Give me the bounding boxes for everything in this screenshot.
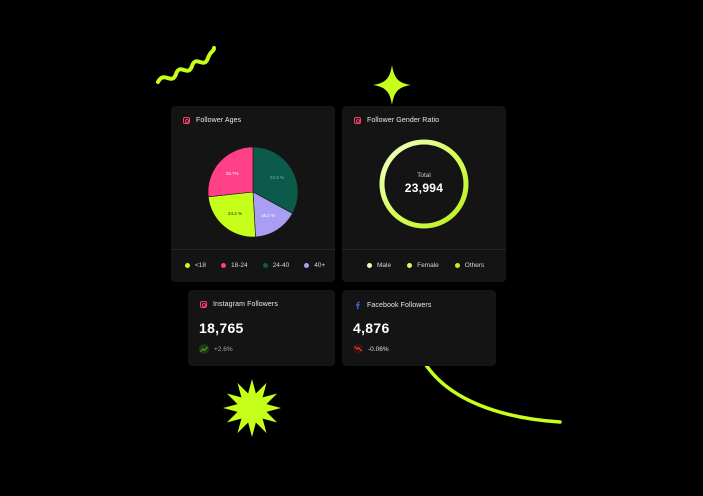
age-legend-item: 40+ bbox=[304, 262, 325, 269]
squiggle-decoration bbox=[156, 46, 216, 84]
sparkle-star-decoration bbox=[373, 65, 411, 105]
legend-dot bbox=[407, 263, 413, 268]
instagram-followers-header: Instagram Followers bbox=[200, 301, 278, 308]
facebook-followers-header: Facebook Followers bbox=[354, 301, 431, 309]
follower-ages-card: Follower Ages 32.9 % 16.2 % 24.2 % 26.7% <1… bbox=[171, 106, 335, 282]
gender-legend-item: Male bbox=[367, 262, 391, 269]
pie-slice-1824 bbox=[207, 146, 254, 198]
pie-slice-18 bbox=[207, 191, 256, 238]
facebook-followers-card: Facebook Followers 4,876 -0.06% bbox=[342, 290, 496, 366]
starburst-decoration bbox=[223, 379, 281, 437]
gender-legend: Male Female Others bbox=[367, 262, 484, 269]
instagram-change-row: +2.6% bbox=[199, 344, 233, 354]
pie-label: 32.9 % bbox=[270, 175, 284, 180]
instagram-icon bbox=[183, 117, 190, 124]
legend-label: Others bbox=[464, 262, 485, 269]
ring-center-text: Total 23,994 bbox=[374, 172, 474, 195]
legend-dot bbox=[262, 263, 268, 268]
gender-legend-item: Others bbox=[454, 262, 485, 269]
legend-dot bbox=[185, 263, 190, 268]
instagram-icon bbox=[200, 301, 207, 308]
curve-line-decoration bbox=[424, 363, 562, 424]
facebook-icon bbox=[355, 301, 360, 309]
pie-label: 16.2 % bbox=[261, 213, 275, 218]
divider bbox=[342, 249, 506, 250]
age-legend-item: <18 bbox=[185, 262, 206, 269]
gender-ring-chart bbox=[379, 139, 469, 229]
legend-dot bbox=[454, 263, 460, 268]
pie-slice-2440 bbox=[252, 146, 299, 214]
follower-ages-header: Follower Ages bbox=[183, 117, 241, 124]
instagram-followers-card: Instagram Followers 18,765 +2.6% bbox=[188, 290, 335, 366]
down-trend-icon bbox=[353, 344, 363, 354]
facebook-change-row: -0.06% bbox=[353, 344, 389, 354]
pie-slice-40 bbox=[252, 191, 293, 238]
legend-label: <18 bbox=[195, 262, 207, 269]
age-legend-item: 24-40 bbox=[262, 262, 290, 269]
pie-label: 24.2 % bbox=[228, 211, 242, 216]
gender-ratio-header: Follower Gender Ratio bbox=[354, 117, 439, 124]
total-value: 23,994 bbox=[404, 181, 444, 195]
legend-label: 24-40 bbox=[272, 262, 290, 269]
facebook-change-value: -0.06% bbox=[368, 345, 389, 353]
instagram-followers-value: 18,765 bbox=[199, 320, 244, 336]
legend-label: 18-24 bbox=[231, 262, 248, 269]
pie-label: 26.7% bbox=[226, 171, 239, 176]
age-legend-item: 18-24 bbox=[221, 262, 248, 269]
legend-dot bbox=[304, 263, 310, 268]
instagram-followers-title: Instagram Followers bbox=[213, 301, 278, 308]
facebook-followers-value: 4,876 bbox=[353, 320, 390, 336]
follower-ages-title: Follower Ages bbox=[196, 117, 242, 124]
gender-legend-item: Female bbox=[407, 262, 439, 269]
instagram-change-value: +2.6% bbox=[214, 345, 233, 353]
age-legend: <18 18-24 24-40 40+ bbox=[185, 262, 325, 269]
gender-ratio-title: Follower Gender Ratio bbox=[367, 117, 440, 124]
facebook-followers-title: Facebook Followers bbox=[367, 301, 432, 309]
total-label: Total bbox=[417, 172, 431, 179]
instagram-icon bbox=[354, 117, 361, 124]
legend-dot bbox=[221, 263, 227, 268]
legend-label: 40+ bbox=[314, 262, 326, 269]
legend-dot bbox=[367, 263, 372, 268]
gender-ratio-card: Follower Gender Ratio Total 23,994 Male F… bbox=[342, 106, 506, 282]
legend-label: Female bbox=[417, 262, 439, 269]
legend-label: Male bbox=[377, 262, 392, 269]
up-trend-icon bbox=[199, 344, 209, 354]
divider bbox=[171, 249, 335, 250]
age-pie-chart: 32.9 % 16.2 % 24.2 % 26.7% bbox=[207, 146, 299, 238]
